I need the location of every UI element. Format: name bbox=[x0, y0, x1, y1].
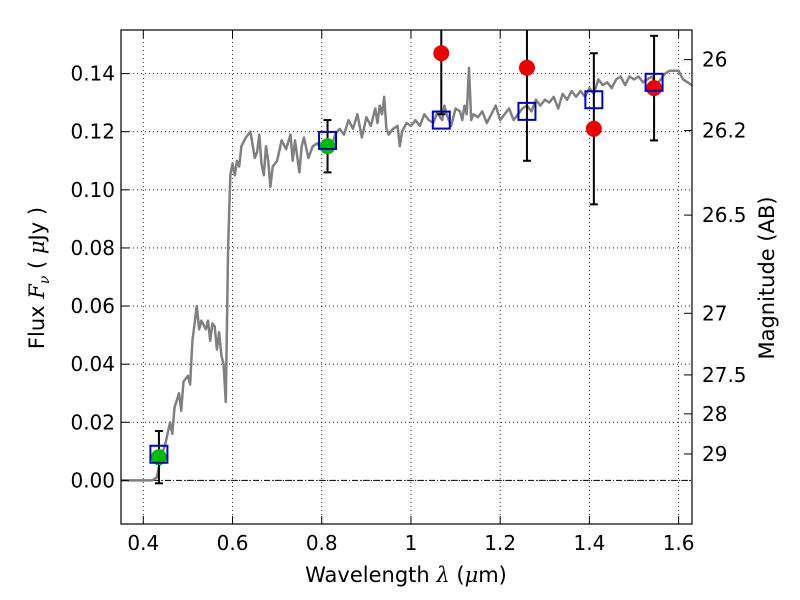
model-flux-square bbox=[517, 101, 537, 121]
photometry-point bbox=[518, 59, 535, 76]
y2-tick-label: 26 bbox=[702, 48, 727, 72]
y-tick-label: 0.08 bbox=[70, 236, 115, 260]
y2-axis-ticks: 26 26.2 26.5 27 27.5 28 29 bbox=[684, 48, 747, 466]
photometry-point bbox=[646, 80, 663, 97]
y2-tick-label: 29 bbox=[702, 442, 727, 466]
model-flux-square bbox=[431, 110, 451, 130]
y2-axis-label: Magnitude (AB) bbox=[755, 196, 779, 359]
grid-lines bbox=[121, 30, 692, 524]
y2-tick-label: 26.2 bbox=[702, 119, 747, 143]
x-tick-label: 0.6 bbox=[217, 531, 249, 555]
y-tick-label: 0.14 bbox=[70, 62, 115, 86]
photometry-point bbox=[433, 45, 450, 62]
x-tick-label: 1.4 bbox=[573, 531, 605, 555]
spectrum-line bbox=[121, 66, 692, 482]
x-axis-ticks: 0.4 0.6 0.8 1 1.2 1.4 1.6 bbox=[127, 30, 695, 555]
photometry-point bbox=[585, 120, 602, 137]
x-tick-label: 0.8 bbox=[306, 531, 338, 555]
plot-frame bbox=[120, 29, 693, 525]
model-flux-square bbox=[644, 72, 664, 92]
model-flux-square bbox=[149, 444, 169, 464]
y2-tick-label: 28 bbox=[702, 402, 727, 426]
y-tick-label: 0.04 bbox=[70, 352, 115, 376]
y-axis-label: Flux Fν ( μJy ) bbox=[25, 207, 53, 349]
y-tick-label: 0.10 bbox=[70, 178, 115, 202]
y-tick-label: 0.02 bbox=[70, 410, 115, 434]
model-flux-square bbox=[584, 90, 604, 110]
y2-tick-label: 27.5 bbox=[702, 363, 747, 387]
photometry-point bbox=[319, 138, 336, 155]
x-axis-label: Wavelength λ (μm) bbox=[305, 563, 507, 587]
plot-content bbox=[121, 30, 692, 485]
x-tick-label: 0.4 bbox=[127, 531, 159, 555]
y2-tick-label: 26.5 bbox=[702, 203, 747, 227]
y-tick-label: 0.06 bbox=[70, 294, 115, 318]
x-tick-label: 1.2 bbox=[484, 531, 516, 555]
plot-area bbox=[121, 30, 692, 485]
y2-tick-label: 27 bbox=[702, 301, 727, 325]
y-tick-label: 0.00 bbox=[70, 468, 115, 492]
y-axis-ticks: 0.00 0.02 0.04 0.06 0.08 0.10 0.12 0.14 bbox=[70, 62, 129, 492]
x-tick-label: 1 bbox=[405, 531, 418, 555]
y-tick-label: 0.12 bbox=[70, 120, 115, 144]
model-flux-square bbox=[318, 130, 338, 150]
x-tick-label: 1.6 bbox=[663, 531, 695, 555]
